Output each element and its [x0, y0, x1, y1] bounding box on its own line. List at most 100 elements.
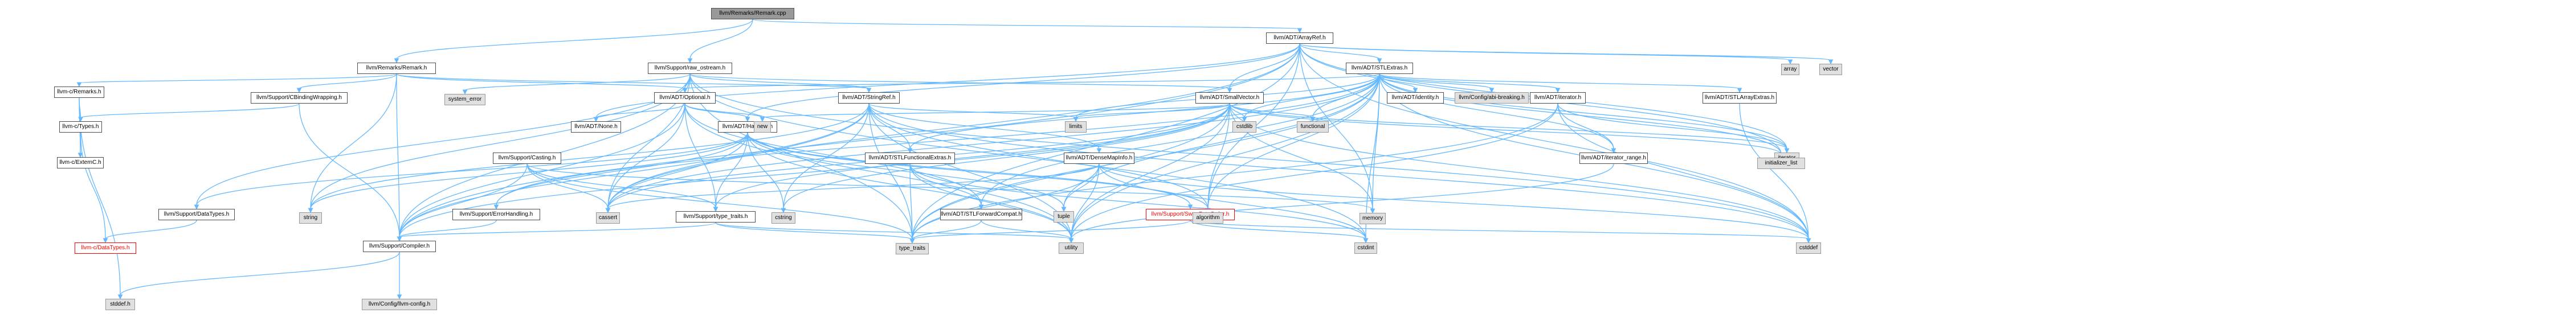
edge-arrayref-to-s-array	[1299, 43, 1791, 61]
arrowhead-stl-extras-to-abi-breaking	[1489, 88, 1495, 93]
edge-stl-extras-to-s-memory	[1372, 73, 1380, 210]
edge-dense-map-info-to-s-cstddef	[1099, 163, 1809, 240]
graph-node-dense-map-info[interactable]: llvm/ADT/DenseMapInfo.h	[1064, 153, 1134, 164]
graph-node-stringref[interactable]: llvm/ADT/StringRef.h	[838, 92, 900, 104]
graph-node-support-datatypes[interactable]: llvm/Support/DataTypes.h	[158, 209, 235, 220]
graph-node-s-initializer-list: initializer_list	[1757, 158, 1805, 169]
graph-node-error-handling[interactable]: llvm/Support/ErrorHandling.h	[452, 209, 540, 220]
edge-hashing-to-support-datatypes	[196, 132, 748, 206]
edge-arrayref-to-s-type-traits	[912, 43, 1300, 240]
graph-node-identity[interactable]: llvm/ADT/identity.h	[1387, 92, 1444, 104]
graph-node-casting[interactable]: llvm/Support/Casting.h	[493, 153, 561, 164]
arrowhead-arrayref-to-hashing	[745, 117, 750, 122]
edge-root-to-arrayref	[752, 19, 1300, 30]
edge-casting-to-s-cassert	[526, 163, 609, 209]
arrowhead-arrayref-to-stl-extras	[1377, 58, 1382, 64]
arrowhead-stl-extras-to-s-tuple	[1061, 207, 1067, 212]
graph-node-remark-h[interactable]: llvm/Remarks/Remark.h	[357, 63, 436, 74]
edge-support-datatypes-to-c-datatypes	[105, 220, 197, 240]
graph-node-c-externc[interactable]: llvm-c/ExternC.h	[57, 157, 104, 168]
edge-stl-extras-to-s-tuple	[1063, 73, 1380, 208]
graph-node-s-tuple: tuple	[1054, 211, 1074, 223]
graph-node-c-remarks[interactable]: llvm-c/Remarks.h	[54, 87, 104, 98]
graph-node-iterator-range[interactable]: llvm/ADT/iterator_range.h	[1579, 153, 1648, 164]
edge-casting-to-type-traits-h	[526, 163, 716, 208]
arrowhead-stl-extras-to-iterator-h	[1555, 88, 1561, 93]
edge-iterator-range-to-s-utility	[1071, 163, 1614, 240]
arrowhead-support-datatypes-to-c-datatypes	[103, 238, 108, 244]
graph-node-stl-array-extras[interactable]: llvm/ADT/STLArrayExtras.h	[1703, 92, 1777, 104]
graph-node-c-datatypes[interactable]: llvm-c/DataTypes.h	[75, 242, 136, 254]
graph-node-s-cstddef: cstddef	[1796, 242, 1821, 254]
edge-optional-to-compiler	[399, 103, 685, 238]
arrowhead-smallvector-to-s-cstring	[781, 208, 786, 213]
graph-node-system-error: system_error	[444, 94, 485, 105]
edge-stl-extras-to-s-algorithm	[1207, 73, 1380, 209]
graph-node-stl-extras[interactable]: llvm/ADT/STLExtras.h	[1346, 63, 1413, 74]
arrowhead-compiler-to-stddef-h	[117, 294, 123, 300]
graph-node-optional[interactable]: llvm/ADT/Optional.h	[654, 92, 716, 104]
graph-node-none[interactable]: llvm/ADT/None.h	[571, 121, 621, 133]
arrowhead-root-to-raw-ostream	[687, 58, 693, 64]
edge-type-traits-h-to-compiler	[399, 222, 716, 238]
edge-stl-func-extras-to-s-cstdint	[909, 163, 1366, 240]
graph-node-iterator-h[interactable]: llvm/ADT/iterator.h	[1530, 92, 1586, 104]
graph-node-root: llvm/Remarks/Remark.cpp	[711, 8, 794, 19]
edge-smallvector-to-s-utility	[1071, 103, 1230, 240]
edge-stl-func-extras-to-stl-forward-compat	[909, 163, 982, 206]
graph-node-s-type-traits: type_traits	[896, 243, 929, 254]
edge-arrayref-to-compiler	[399, 43, 1300, 238]
edge-arrayref-to-s-vector	[1299, 43, 1831, 61]
edge-smallvector-to-s-cstddef	[1229, 103, 1809, 240]
edge-c-remarks-to-stddef-h	[79, 97, 121, 296]
edge-dense-map-info-to-s-utility	[1071, 163, 1100, 240]
edge-stringref-to-s-limits	[868, 103, 1076, 118]
edge-smallvector-to-s-cstring	[783, 103, 1230, 209]
edge-smallvector-to-s-type-traits	[912, 103, 1230, 240]
edge-stringref-to-s-string	[310, 103, 869, 209]
edge-error-handling-to-compiler	[399, 220, 497, 238]
graph-node-arrayref[interactable]: llvm/ADT/ArrayRef.h	[1266, 32, 1333, 44]
graph-node-type-traits-h[interactable]: llvm/Support/type_traits.h	[676, 211, 756, 223]
edge-hashing-to-type-traits-h	[715, 132, 748, 208]
graph-node-smallvector[interactable]: llvm/ADT/SmallVector.h	[1195, 92, 1264, 104]
graph-node-s-new: new	[754, 121, 771, 133]
edge-stl-func-extras-to-s-utility	[909, 163, 1072, 240]
graph-node-abi-breaking: llvm/Config/abi-breaking.h	[1455, 92, 1529, 104]
edge-smallvector-to-s-limits	[1075, 103, 1230, 118]
edge-stl-extras-to-s-functional	[1312, 73, 1380, 118]
graph-node-c-types[interactable]: llvm-c/Types.h	[59, 121, 102, 133]
edge-stl-extras-to-s-utility	[1071, 73, 1380, 240]
graph-node-cbinding[interactable]: llvm/Support/CBindingWrapping.h	[251, 92, 348, 104]
arrowhead-arrayref-to-smallvector	[1227, 88, 1232, 93]
edge-stl-extras-to-error-handling	[496, 73, 1380, 206]
graph-node-s-cstring: cstring	[771, 212, 795, 224]
arrowhead-stl-extras-to-s-memory	[1370, 208, 1375, 214]
edge-stl-func-extras-to-s-type-traits	[909, 163, 913, 240]
edge-iterator-h-to-s-utility	[1071, 103, 1558, 240]
graph-node-compiler[interactable]: llvm/Support/Compiler.h	[363, 241, 436, 252]
edge-stl-array-extras-to-s-cstddef	[1739, 103, 1809, 240]
arrowhead-stl-extras-to-s-cstdlib	[1242, 117, 1247, 122]
edge-stl-extras-to-iterator-range	[1379, 73, 1614, 150]
arrowhead-iterator-h-to-s-iterator	[1784, 148, 1790, 154]
arrowhead-arrayref-to-s-vector	[1828, 59, 1834, 65]
arrowhead-arrayref-to-compiler	[397, 236, 402, 242]
arrowhead-swap-byte-order-to-s-type-traits	[909, 238, 915, 244]
arrowhead-raw-ostream-to-system-error	[462, 89, 468, 95]
arrowhead-smallvector-to-s-new	[760, 117, 765, 122]
edge-arrayref-to-s-cassert	[607, 43, 1300, 209]
edge-raw-ostream-to-smallvector	[689, 73, 1230, 89]
edge-optional-to-type-traits-h	[684, 103, 716, 208]
arrowhead-stl-extras-to-s-cassert	[605, 208, 611, 213]
graph-node-s-cassert: cassert	[596, 212, 620, 224]
edge-stl-extras-to-s-type-traits	[912, 73, 1380, 240]
graph-node-raw-ostream[interactable]: llvm/Support/raw_ostream.h	[648, 63, 732, 74]
graph-node-stl-func-extras[interactable]: llvm/ADT/STLFunctionalExtras.h	[865, 153, 955, 164]
edge-smallvector-to-compiler	[399, 103, 1230, 238]
edge-smallvector-to-s-iterator	[1229, 103, 1787, 150]
edge-stringref-to-stl-func-extras	[868, 103, 911, 150]
graph-node-stl-forward-compat[interactable]: llvm/ADT/STLForwardCompat.h	[940, 209, 1022, 220]
graph-node-s-vector: vector	[1819, 64, 1842, 75]
